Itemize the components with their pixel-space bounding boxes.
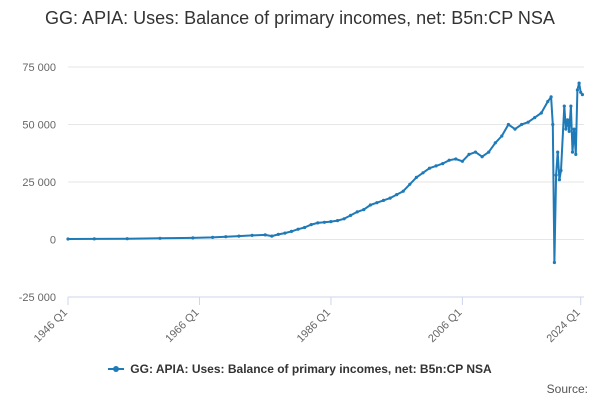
data-point: [569, 104, 573, 108]
data-point: [447, 158, 451, 162]
data-point: [513, 127, 517, 131]
data-point: [549, 95, 553, 99]
data-point: [434, 164, 438, 168]
data-point: [388, 196, 392, 200]
x-tick-label: 2006 Q1: [426, 307, 464, 345]
data-point: [250, 233, 254, 237]
data-point: [554, 173, 558, 177]
data-point: [500, 134, 504, 138]
data-point: [349, 213, 353, 217]
data-point: [421, 171, 425, 175]
data-point: [408, 182, 412, 186]
series-line: [67, 82, 584, 264]
data-point: [552, 260, 557, 265]
data-point: [224, 235, 228, 239]
x-tick-label: 1966 Q1: [163, 307, 201, 345]
data-point: [211, 235, 215, 239]
data-point: [270, 234, 274, 238]
data-point: [296, 227, 300, 231]
data-point: [335, 219, 340, 223]
data-point: [368, 203, 372, 207]
data-point: [460, 159, 464, 163]
data-point: [414, 175, 418, 179]
data-point: [342, 217, 346, 221]
data-point: [493, 141, 497, 145]
data-point: [539, 111, 543, 115]
data-point: [579, 90, 583, 94]
data-point: [237, 234, 241, 238]
data-point: [480, 155, 484, 159]
data-point: [125, 237, 129, 241]
y-tick-label: 0: [50, 235, 56, 247]
data-point: [427, 166, 432, 170]
data-point: [395, 193, 399, 197]
chart-title: GG: APIA: Uses: Balance of primary incom…: [45, 8, 555, 28]
data-point: [506, 122, 510, 127]
y-tick-label: -25 000: [19, 292, 56, 304]
data-point: [564, 127, 568, 131]
legend[interactable]: GG: APIA: Uses: Balance of primary incom…: [0, 362, 600, 376]
data-point: [551, 122, 555, 127]
data-point: [557, 178, 562, 182]
data-point: [375, 201, 379, 205]
data-point: [276, 232, 280, 236]
data-point: [322, 220, 326, 224]
data-point: [191, 236, 195, 240]
data-point: [526, 120, 530, 124]
data-point: [329, 220, 333, 224]
data-point: [263, 233, 267, 237]
data-point: [381, 198, 386, 202]
legend-item[interactable]: GG: APIA: Uses: Balance of primary incom…: [108, 362, 492, 376]
data-point: [316, 221, 320, 225]
data-point: [158, 236, 162, 240]
grid-lines: [68, 66, 584, 298]
source-label: Source:: [546, 382, 588, 396]
data-point: [574, 152, 578, 156]
data-point: [401, 189, 405, 193]
data-point: [487, 150, 491, 154]
data-point: [473, 150, 478, 154]
y-tick-label: 50 000: [22, 120, 56, 132]
legend-label: GG: APIA: Uses: Balance of primary incom…: [130, 362, 492, 376]
data-point: [362, 208, 366, 212]
data-point: [572, 127, 576, 131]
data-point: [575, 88, 580, 92]
data-point: [562, 104, 566, 108]
data-point: [577, 81, 581, 85]
y-tick-label: 25 000: [22, 177, 56, 189]
y-axis: -25 000 0 25 000 50 000 75 000: [19, 62, 56, 304]
data-point: [289, 229, 294, 233]
data-point: [520, 122, 524, 127]
data-point: [533, 116, 537, 120]
data-point: [570, 150, 575, 154]
x-tick-label: 1986 Q1: [295, 307, 333, 345]
x-tick-label: 1946 Q1: [32, 307, 70, 345]
data-point: [567, 129, 571, 133]
x-axis: 1946 Q1 1966 Q1 1986 Q1 2006 Q1 2024 Q1: [32, 296, 584, 345]
data-point: [559, 168, 563, 173]
data-point: [309, 223, 313, 227]
data-point: [92, 237, 96, 241]
y-tick-label: 75 000: [22, 62, 56, 74]
data-point: [283, 231, 287, 235]
legend-line-marker-icon: [108, 365, 125, 373]
data-point: [467, 152, 471, 156]
series-layer: [66, 81, 585, 265]
x-tick-label: 2024 Q1: [545, 307, 583, 345]
data-point: [303, 225, 307, 230]
data-point: [556, 150, 560, 154]
data-point: [566, 118, 570, 122]
data-point: [355, 210, 359, 214]
data-point: [454, 157, 458, 161]
data-point: [66, 237, 70, 241]
data-point: [580, 93, 585, 97]
data-point: [441, 162, 445, 166]
data-point: [546, 99, 550, 104]
